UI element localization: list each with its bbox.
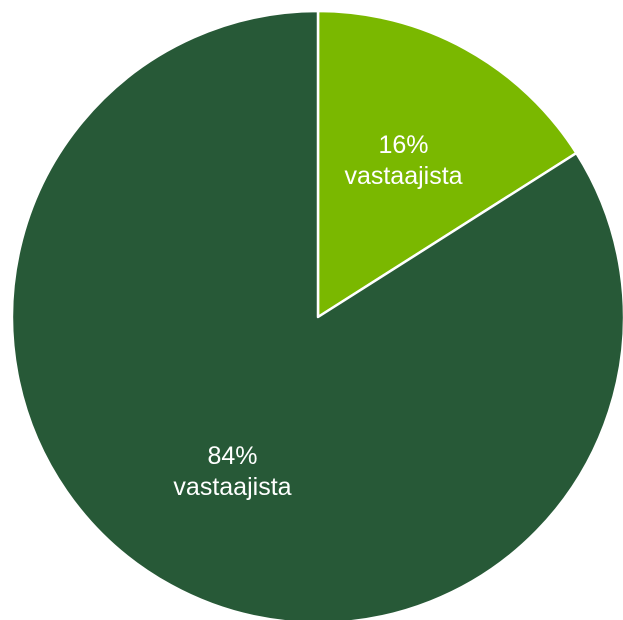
slice-value-label: 84% bbox=[207, 442, 257, 470]
slice-category-label: vastaajista bbox=[173, 473, 291, 501]
slice-value-label: 16% bbox=[378, 131, 428, 159]
slice-category-label: vastaajista bbox=[344, 162, 462, 190]
pie-slice bbox=[316, 9, 578, 319]
pie-slice bbox=[10, 9, 623, 620]
